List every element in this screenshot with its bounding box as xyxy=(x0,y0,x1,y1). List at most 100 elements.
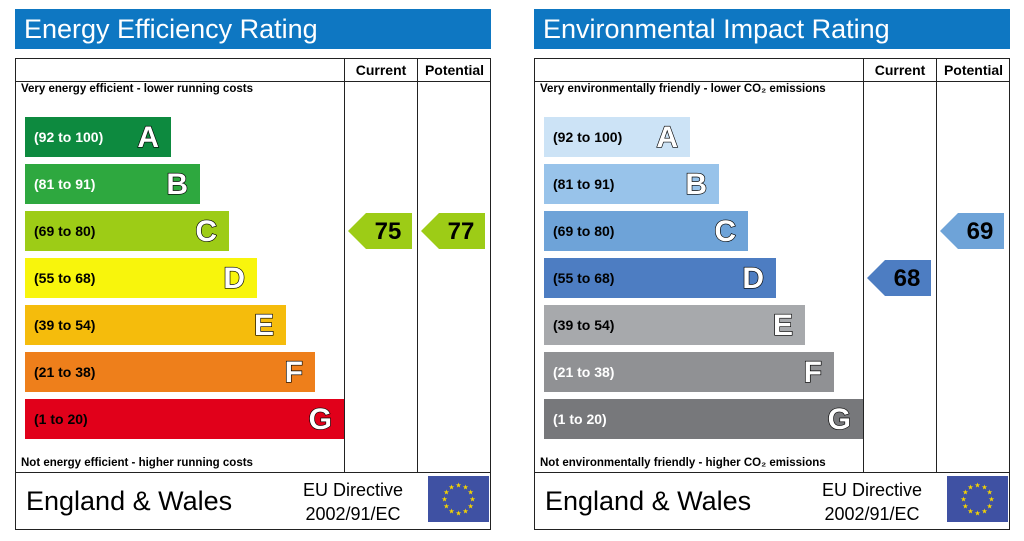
current-rating-arrow: 68 xyxy=(867,260,931,296)
flag-star: ★ xyxy=(981,483,987,491)
flag-star: ★ xyxy=(443,503,449,511)
eu-flag-icon: ★ ★★★★★★★★★★★ xyxy=(947,476,1008,522)
band-letter: E xyxy=(772,308,793,342)
band-range-label: (92 to 100) xyxy=(34,129,104,145)
flag-star: ★ xyxy=(967,508,973,516)
band-range-label: (69 to 80) xyxy=(34,223,96,239)
band-letter: F xyxy=(284,355,304,389)
rating-band-a: (92 to 100) A xyxy=(544,117,690,157)
footer-directive: EU Directive 2002/91/EC xyxy=(303,478,403,526)
rating-frame xyxy=(15,58,491,530)
rating-band-g: (1 to 20) G xyxy=(544,399,863,439)
flag-star: ★ xyxy=(448,508,454,516)
flag-star: ★ xyxy=(441,496,447,504)
header-divider xyxy=(534,81,1010,82)
directive-line-2: 2002/91/EC xyxy=(824,504,920,524)
flag-star: ★ xyxy=(455,482,461,490)
flag-background xyxy=(947,476,1008,522)
band-range-label: (39 to 54) xyxy=(34,317,96,333)
current-rating-value: 75 xyxy=(374,218,402,245)
potential-rating-arrow: 77 xyxy=(421,213,485,249)
band-letter: F xyxy=(803,355,823,389)
flag-star: ★ xyxy=(967,483,973,491)
current-rating-value: 68 xyxy=(893,265,921,292)
footer-country: England & Wales xyxy=(545,486,752,516)
rating-band-d: (55 to 68) D xyxy=(544,258,776,298)
panel-title: Environmental Impact Rating xyxy=(534,9,1010,49)
flag-star: ★ xyxy=(462,483,468,491)
flag-star: ★ xyxy=(443,489,449,497)
band-range-label: (1 to 20) xyxy=(34,411,88,427)
potential-column-header: Potential xyxy=(943,62,1004,78)
band-letter: B xyxy=(166,167,189,201)
top-note: Very energy efficient - lower running co… xyxy=(21,83,253,95)
band-range-label: (69 to 80) xyxy=(553,223,615,239)
column-divider-current xyxy=(344,58,345,473)
flag-star: ★ xyxy=(974,482,980,490)
rating-frame xyxy=(534,58,1010,530)
rating-band-g: (1 to 20) G xyxy=(25,399,344,439)
flag-star: ★ xyxy=(986,489,992,497)
rating-band-f: (21 to 38) F xyxy=(544,352,834,392)
bottom-note: Not environmentally friendly - higher CO… xyxy=(540,457,826,469)
rating-band-e: (39 to 54) E xyxy=(25,305,286,345)
column-divider-potential xyxy=(417,58,418,473)
footer-divider xyxy=(534,472,1010,473)
band-range-label: (39 to 54) xyxy=(553,317,615,333)
flag-star: ★ xyxy=(467,489,473,497)
flag-star: ★ xyxy=(988,496,994,504)
band-range-label: (81 to 91) xyxy=(34,176,96,192)
rating-band-b: (81 to 91) B xyxy=(544,164,719,204)
band-range-label: (81 to 91) xyxy=(553,176,615,192)
potential-rating-value: 77 xyxy=(447,218,475,245)
current-rating-arrow: 75 xyxy=(348,213,412,249)
band-range-label: (92 to 100) xyxy=(553,129,623,145)
flag-background xyxy=(428,476,489,522)
rating-band-d: (55 to 68) D xyxy=(25,258,257,298)
rating-band-a: (92 to 100) A xyxy=(25,117,171,157)
band-range-label: (55 to 68) xyxy=(553,270,615,286)
panel-title: Energy Efficiency Rating xyxy=(15,9,491,49)
flag-star: ★ xyxy=(974,510,980,518)
bottom-note: Not energy efficient - higher running co… xyxy=(21,457,253,469)
rating-band-c: (69 to 80) C xyxy=(544,211,748,251)
top-note: Very environmentally friendly - lower CO… xyxy=(540,83,826,95)
rating-band-b: (81 to 91) B xyxy=(25,164,200,204)
rating-band-f: (21 to 38) F xyxy=(25,352,315,392)
footer-country: England & Wales xyxy=(26,486,233,516)
potential-rating-value: 69 xyxy=(966,218,994,245)
band-letter: C xyxy=(195,214,218,248)
environmental-impact-panel: Environmental Impact Rating Current Pote… xyxy=(534,0,1012,541)
column-divider-current xyxy=(863,58,864,473)
footer-directive: EU Directive 2002/91/EC xyxy=(822,478,922,526)
flag-star: ★ xyxy=(986,503,992,511)
flag-star: ★ xyxy=(981,508,987,516)
current-column-header: Current xyxy=(355,62,407,78)
flag-star: ★ xyxy=(467,503,473,511)
band-letter: G xyxy=(827,402,852,436)
flag-star: ★ xyxy=(469,496,475,504)
column-divider-potential xyxy=(936,58,937,473)
potential-column-header: Potential xyxy=(424,62,485,78)
band-letter: B xyxy=(685,167,708,201)
band-range-label: (55 to 68) xyxy=(34,270,96,286)
band-letter: A xyxy=(137,120,160,154)
flag-star: ★ xyxy=(455,510,461,518)
band-range-label: (1 to 20) xyxy=(553,411,607,427)
header-divider xyxy=(15,81,491,82)
flag-star: ★ xyxy=(448,483,454,491)
band-letter: A xyxy=(656,120,679,154)
band-range-label: (21 to 38) xyxy=(553,364,615,380)
flag-star: ★ xyxy=(960,496,966,504)
eu-flag-icon: ★ ★★★★★★★★★★★ xyxy=(428,476,489,522)
band-letter: E xyxy=(253,308,274,342)
energy-efficiency-panel: Energy Efficiency Rating Current Potenti… xyxy=(15,0,493,541)
directive-line-1: EU Directive xyxy=(303,480,404,500)
band-letter: G xyxy=(308,402,333,436)
current-arrow-shape xyxy=(867,260,931,296)
footer-divider xyxy=(15,472,491,473)
rating-band-e: (39 to 54) E xyxy=(544,305,805,345)
current-column-header: Current xyxy=(874,62,926,78)
band-letter: C xyxy=(714,214,737,248)
band-letter: D xyxy=(742,261,765,295)
